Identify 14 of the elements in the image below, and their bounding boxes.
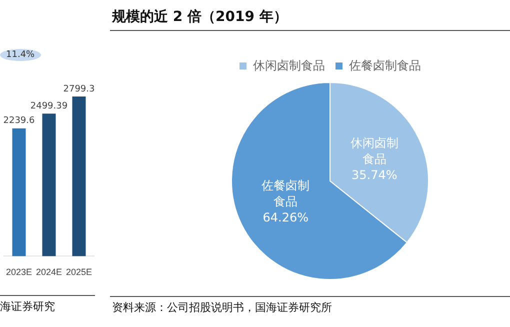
- data-label: 2239.6: [3, 116, 36, 126]
- text: 海证券研究: [0, 299, 55, 314]
- legend-label: 休闲卤制食品: [253, 58, 325, 72]
- text: 资料来源：公司招股说明书，国海证券研究所: [112, 300, 332, 315]
- x-tick-label: 2025E: [66, 267, 92, 278]
- data-label: 2499.39: [30, 101, 68, 112]
- chart-title: 规模的近 2 倍（2019 年）: [112, 8, 288, 26]
- x-tick-label: 2024E: [36, 267, 62, 278]
- data-label: 佐餐卤制食品64.26%: [262, 178, 310, 224]
- legend-label: 佐餐卤制食品: [349, 58, 421, 72]
- data-label: 休闲卤制食品35.74%: [350, 136, 398, 182]
- data-label: 2799.3: [63, 84, 95, 94]
- text: 11.4%: [0, 49, 41, 61]
- x-tick-label: 2023E: [6, 267, 32, 278]
